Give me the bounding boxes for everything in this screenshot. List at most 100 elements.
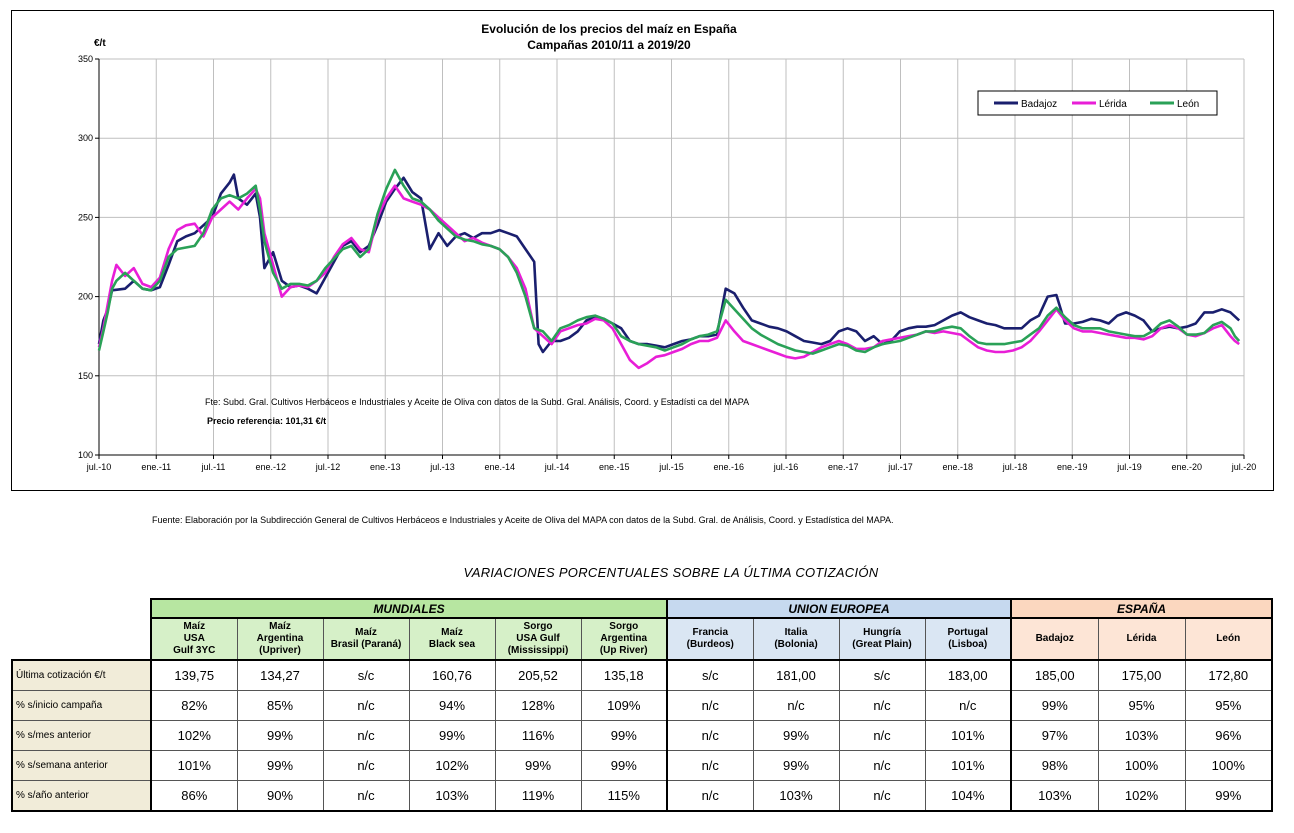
x-tick-label: ene.-20 bbox=[1171, 462, 1202, 472]
table-cell: n/c bbox=[666, 720, 754, 751]
column-header-line: Argentina bbox=[600, 633, 648, 644]
column-header-line: USA bbox=[183, 633, 205, 644]
x-tick-label: ene.-18 bbox=[942, 462, 973, 472]
table-cell: 128% bbox=[494, 690, 582, 721]
column-header-line: Sorgo bbox=[523, 621, 553, 632]
table-cell: 94% bbox=[408, 690, 496, 721]
column-header-line: (Upriver) bbox=[259, 645, 301, 656]
series-line-león bbox=[97, 168, 1241, 355]
x-tick-label: ene.-19 bbox=[1057, 462, 1088, 472]
legend-label: León bbox=[1177, 99, 1199, 110]
column-header: Badajoz bbox=[1010, 617, 1099, 661]
table-cell: 99% bbox=[1184, 780, 1273, 812]
row-label: Última cotización €/t bbox=[11, 659, 152, 691]
source-footnote: Fuente: Elaboración por la Subdirección … bbox=[152, 515, 894, 525]
column-header: Maíz Brasil (Paraná) bbox=[322, 617, 410, 661]
table-cell: n/c bbox=[322, 750, 410, 781]
x-tick-label: jul.-12 bbox=[315, 462, 341, 472]
table-cell: 109% bbox=[580, 690, 668, 721]
table-cell: 135,18 bbox=[580, 659, 668, 691]
y-tick-label: 150 bbox=[78, 371, 93, 381]
column-header: Hungría (Great Plain) bbox=[838, 617, 926, 661]
chart-source-note: Fte: Subd. Gral. Cultivos Herbáceos e In… bbox=[205, 397, 749, 407]
group-union-europea: UNION EUROPEA bbox=[666, 598, 1012, 619]
table-cell: 175,00 bbox=[1097, 659, 1186, 691]
table-cell: 86% bbox=[150, 780, 238, 812]
table-cell: n/c bbox=[838, 720, 926, 751]
column-header-line: Italia bbox=[784, 627, 808, 638]
column-header-line: Badajoz bbox=[1035, 633, 1074, 644]
table-cell: 90% bbox=[236, 780, 324, 812]
column-header: Francia (Burdeos) bbox=[666, 617, 754, 661]
table-cell: 172,80 bbox=[1184, 659, 1273, 691]
group-mundiales: MUNDIALES bbox=[150, 598, 668, 619]
table-row: Última cotización €/t 139,75 134,27 s/c 160,… bbox=[11, 659, 1273, 691]
y-axis-label: €/t bbox=[94, 38, 106, 49]
table-cell: n/c bbox=[322, 780, 410, 812]
table-cell: 99% bbox=[580, 720, 668, 751]
x-tick-label: ene.-11 bbox=[141, 462, 171, 472]
row-label: % s/mes anterior bbox=[11, 720, 152, 751]
table-cell: 95% bbox=[1184, 690, 1273, 721]
legend-label: Badajoz bbox=[1021, 99, 1057, 110]
x-tick-label: ene.-12 bbox=[255, 462, 286, 472]
column-header-row: Maíz USA Gulf 3YC Maíz Argentina (Upriver) Maí… bbox=[12, 617, 1273, 661]
x-tick-label: ene.-17 bbox=[828, 462, 859, 472]
row-label: % s/año anterior bbox=[11, 780, 152, 812]
table-cell: 205,52 bbox=[494, 659, 582, 691]
column-header-line: (Bolonia) bbox=[774, 639, 818, 650]
x-tick-label: ene.-15 bbox=[599, 462, 630, 472]
table-cell: 134,27 bbox=[236, 659, 324, 691]
table-cell: 160,76 bbox=[408, 659, 496, 691]
table-cell: 101% bbox=[924, 750, 1012, 781]
table-cell: 102% bbox=[1097, 780, 1186, 812]
table-cell: 139,75 bbox=[150, 659, 238, 691]
table-cell: n/c bbox=[666, 690, 754, 721]
column-header: Italia (Bolonia) bbox=[752, 617, 840, 661]
column-header: Maíz Argentina (Upriver) bbox=[236, 617, 324, 661]
x-tick-label: jul.-18 bbox=[1002, 462, 1028, 472]
table-cell: 102% bbox=[408, 750, 496, 781]
column-header: Maíz USA Gulf 3YC bbox=[150, 617, 238, 661]
column-header-line: Francia bbox=[692, 627, 729, 638]
table-cell: 98% bbox=[1010, 750, 1099, 781]
x-tick-label: ene.-14 bbox=[484, 462, 515, 472]
table-cell: 100% bbox=[1184, 750, 1273, 781]
column-header: Sorgo USA Gulf (Mississippi) bbox=[494, 617, 582, 661]
column-header-line: (Up River) bbox=[599, 645, 648, 656]
table-title: VARIACIONES PORCENTUALES SOBRE LA ÚLTIMA… bbox=[463, 565, 879, 580]
x-tick-label: ene.-13 bbox=[370, 462, 401, 472]
table-cell: 99% bbox=[752, 720, 840, 751]
series-lines bbox=[97, 168, 1241, 370]
x-tick-label: jul.-14 bbox=[544, 462, 570, 472]
y-tick-label: 100 bbox=[78, 450, 93, 460]
column-header-line: Maíz bbox=[355, 627, 377, 638]
table-cell: 82% bbox=[150, 690, 238, 721]
x-tick-label: jul.-10 bbox=[86, 462, 112, 472]
table-cell: 99% bbox=[752, 750, 840, 781]
column-header: Lérida bbox=[1097, 617, 1186, 661]
chart-legend: Badajoz Lérida León bbox=[977, 90, 1218, 116]
x-tick-label: jul.-13 bbox=[429, 462, 455, 472]
column-header: León bbox=[1184, 617, 1273, 661]
table-cell: 100% bbox=[1097, 750, 1186, 781]
column-header-line: Gulf 3YC bbox=[173, 645, 216, 656]
table-cell: 103% bbox=[1097, 720, 1186, 751]
chart-title: Evolución de los precios del maíz en Esp… bbox=[481, 22, 737, 36]
row-label: % s/inicio campaña bbox=[11, 690, 152, 721]
table-cell: 101% bbox=[150, 750, 238, 781]
x-tick-label: ene.-16 bbox=[713, 462, 744, 472]
chart-svg: Evolución de los precios del maíz en Esp… bbox=[78, 22, 1256, 472]
column-header: Maíz Black sea bbox=[408, 617, 496, 661]
table-cell: 116% bbox=[494, 720, 582, 751]
column-header-line: (Burdeos) bbox=[686, 639, 734, 650]
table-cell: 99% bbox=[236, 720, 324, 751]
row-label: % s/semana anterior bbox=[11, 750, 152, 781]
table-cell: s/c bbox=[666, 659, 754, 691]
table-cell: n/c bbox=[838, 780, 926, 812]
y-tick-label: 250 bbox=[78, 212, 93, 222]
y-tick-label: 350 bbox=[78, 54, 93, 64]
axes: jul.-10 ene.-11 jul.-11 ene.-12 jul.-12 ene.-… bbox=[78, 54, 1256, 472]
column-header: Portugal (Lisboa) bbox=[924, 617, 1012, 661]
table-cell: s/c bbox=[838, 659, 926, 691]
